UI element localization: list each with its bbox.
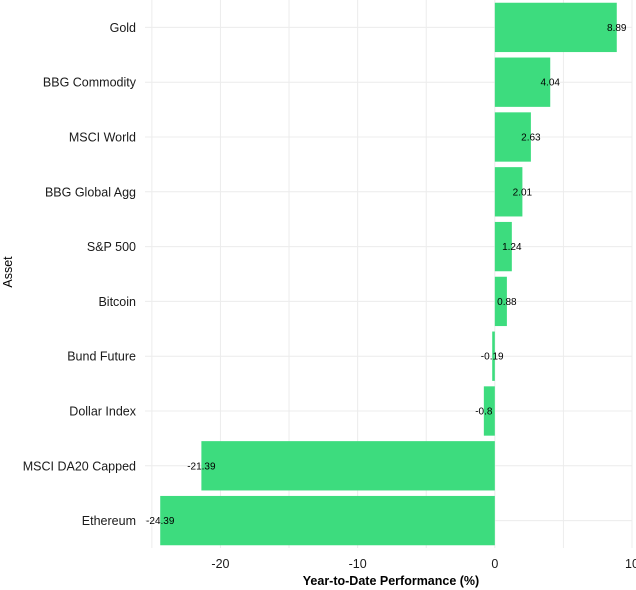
bar-0 <box>494 2 617 53</box>
x-tick-label-0: -20 <box>211 557 229 571</box>
data-label-0: 8.89 <box>607 23 627 34</box>
data-label-9: -24.39 <box>146 516 175 527</box>
data-label-3: 2.01 <box>513 187 533 198</box>
category-label-5: Bitcoin <box>98 295 136 309</box>
category-label-9: Ethereum <box>82 514 136 528</box>
x-tick-label-3: 10 <box>625 557 636 571</box>
category-label-6: Bund Future <box>67 350 136 364</box>
category-label-3: BBG Global Agg <box>45 185 136 199</box>
data-label-4: 1.24 <box>502 242 522 253</box>
data-label-6: -0.19 <box>481 352 504 363</box>
category-label-1: BBG Commodity <box>43 76 137 90</box>
bar-8 <box>201 441 495 491</box>
bar-3 <box>494 167 523 217</box>
x-tick-labels-group: -20 -10 0 10 <box>211 557 636 571</box>
bar-5 <box>494 276 507 327</box>
x-axis-title: Year-to-Date Performance (%) <box>303 574 479 588</box>
bar-2 <box>494 112 531 162</box>
bars-group <box>160 2 617 546</box>
data-label-7: -0.8 <box>475 407 493 418</box>
data-label-2: 2.63 <box>521 133 541 144</box>
category-label-2: MSCI World <box>69 131 136 145</box>
category-label-0: Gold <box>110 21 136 35</box>
category-label-4: S&P 500 <box>87 240 136 254</box>
category-labels-group: Gold BBG Commodity MSCI World BBG Global Ag… <box>23 21 137 528</box>
bar-9 <box>160 495 495 546</box>
data-label-1: 4.04 <box>541 78 561 89</box>
x-tick-label-1: -10 <box>349 557 367 571</box>
data-label-5: 0.88 <box>497 297 517 308</box>
bar-7 <box>483 386 495 436</box>
category-label-7: Dollar Index <box>69 405 136 419</box>
bar-6 <box>492 331 495 381</box>
data-labels-group: 8.89 4.04 2.63 2.01 1.24 0.88 -0.19 -0.8 -21.39 -… <box>146 23 627 527</box>
data-label-8: -21.39 <box>187 461 216 472</box>
y-axis-title: Asset <box>1 256 15 288</box>
x-tick-label-2: 0 <box>491 557 498 571</box>
category-label-8: MSCI DA20 Capped <box>23 459 136 473</box>
bar-4 <box>494 221 512 272</box>
bar-1 <box>494 57 551 107</box>
